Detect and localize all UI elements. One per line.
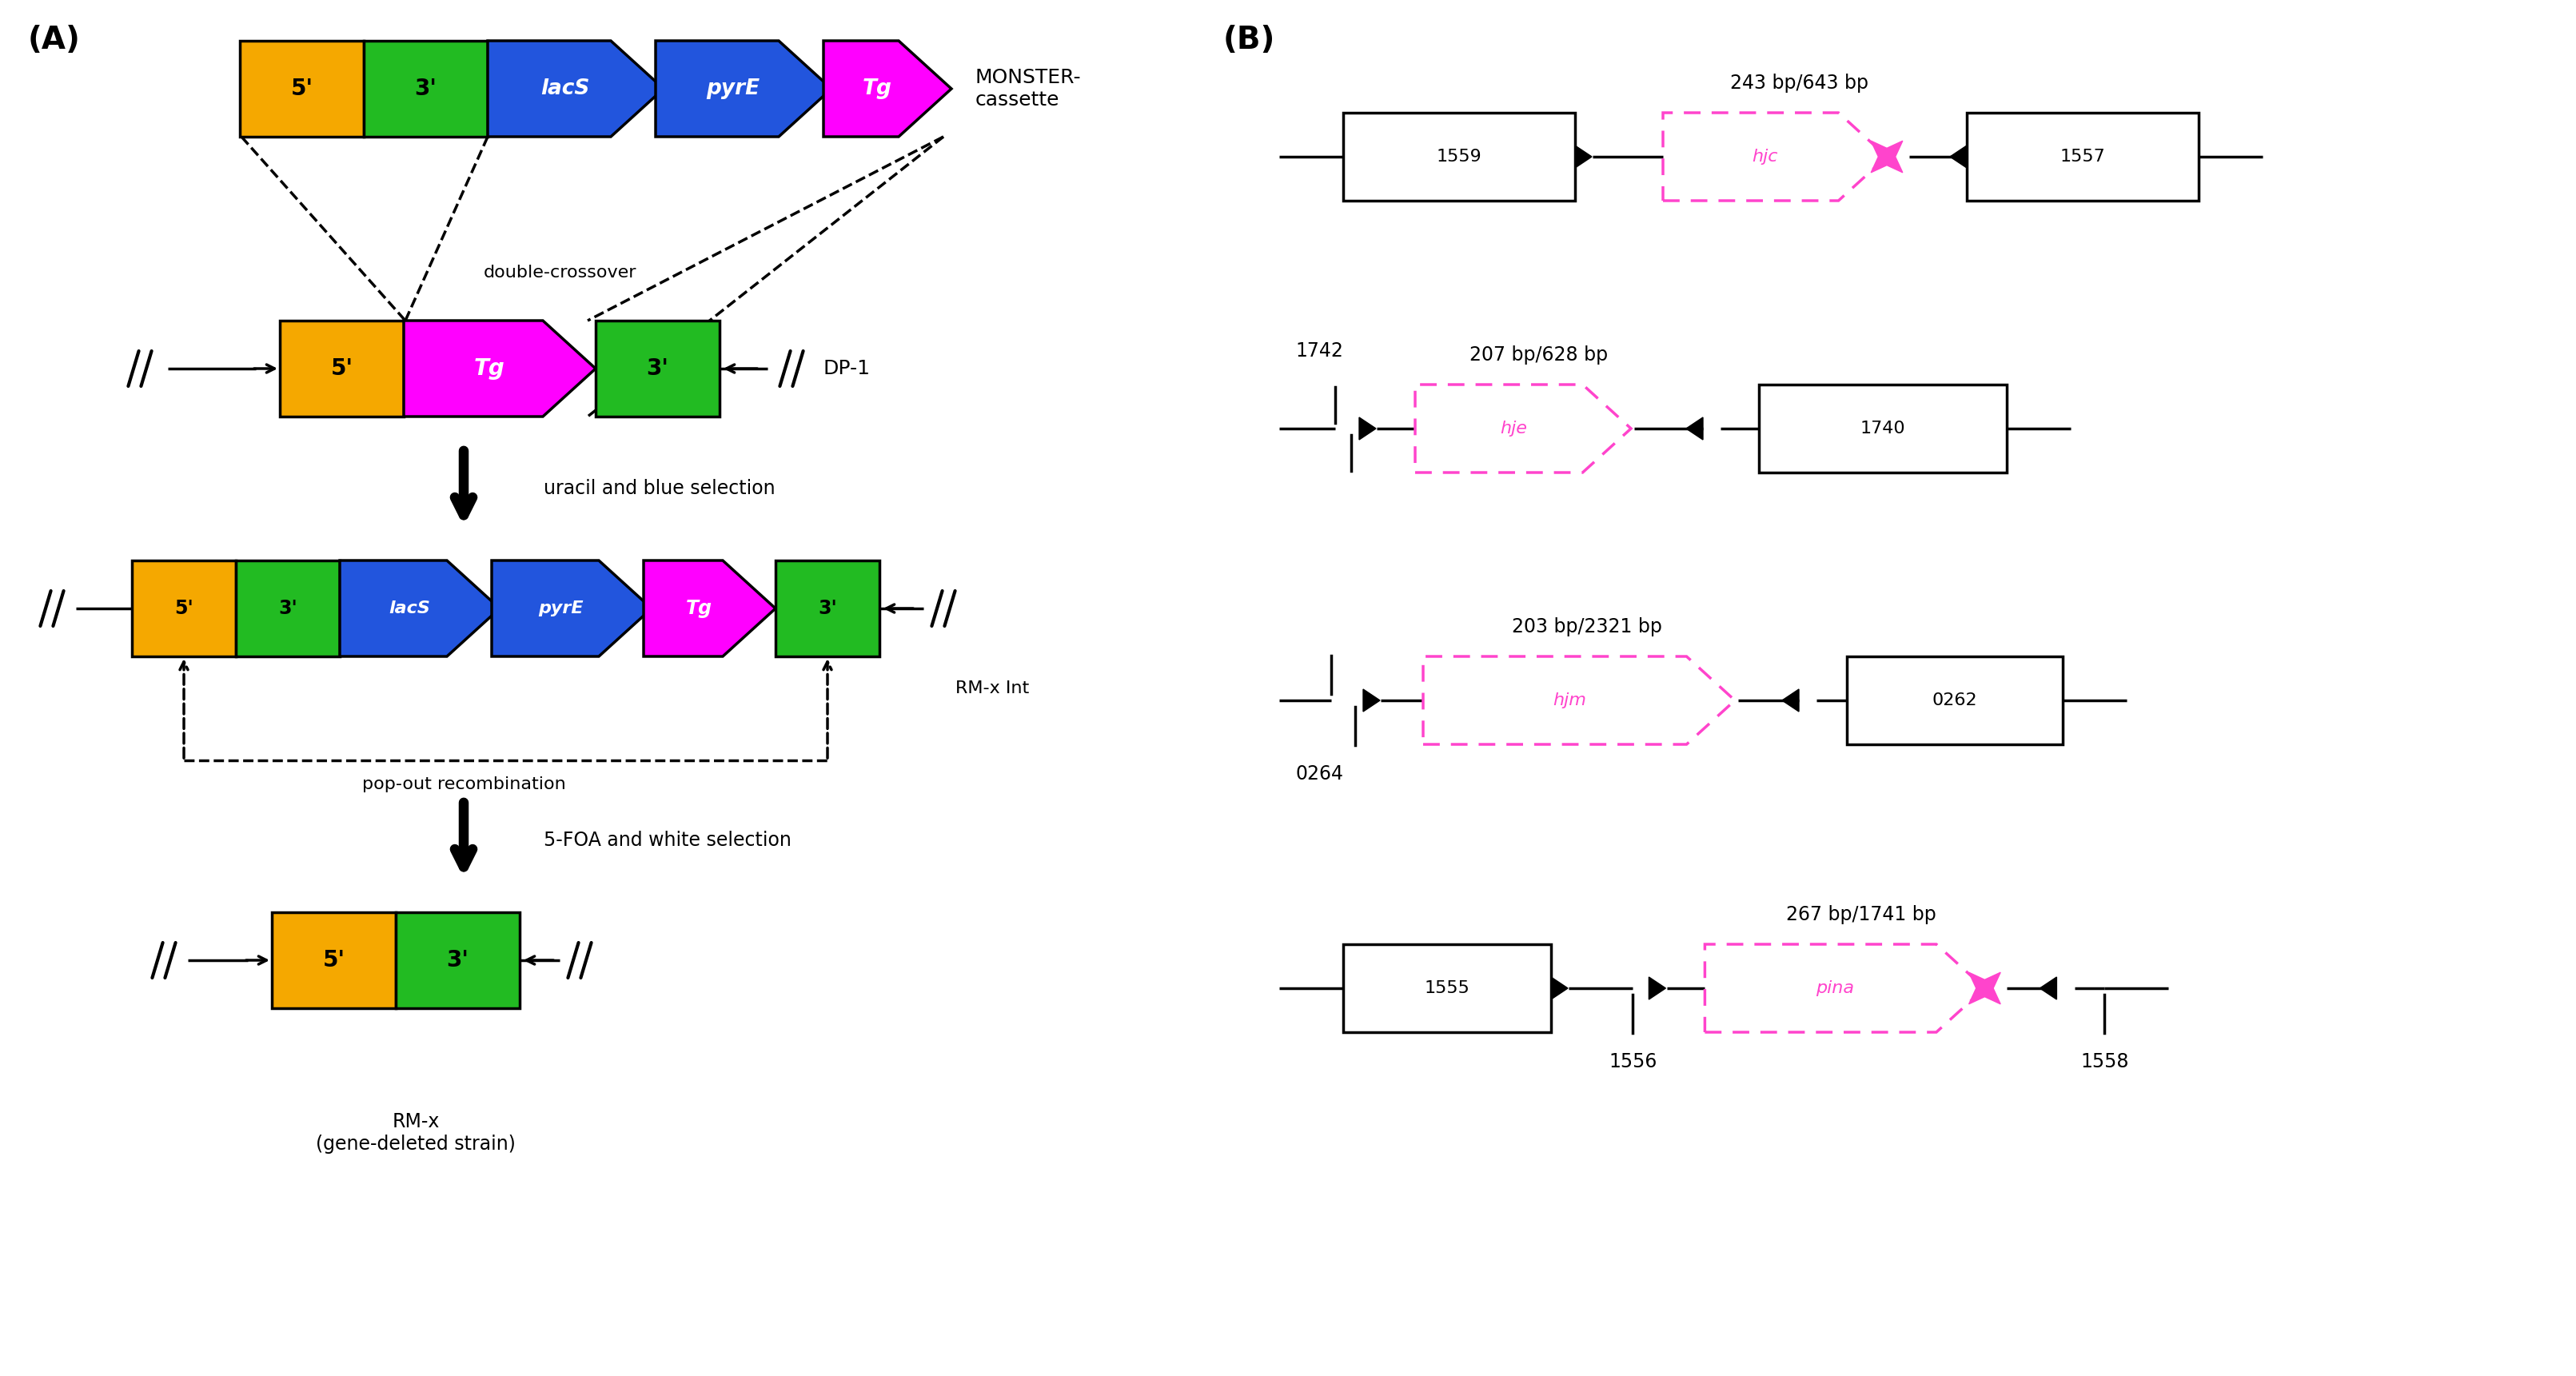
Text: hjc: hjc [1752, 149, 1777, 165]
Bar [775, 560, 878, 656]
Text: Tg: Tg [685, 599, 711, 618]
Text: 1557: 1557 [2061, 149, 2105, 165]
Polygon shape [824, 41, 951, 136]
Text: 5': 5' [330, 358, 353, 380]
Text: 3': 3' [647, 358, 670, 380]
Text: pyrE: pyrE [538, 600, 585, 616]
Text: pina: pina [1816, 980, 1855, 996]
Text: 3': 3' [415, 77, 438, 100]
Polygon shape [492, 560, 652, 656]
Bar [273, 912, 397, 1009]
Text: 3': 3' [278, 599, 296, 618]
Text: RM-x
(gene-deleted strain): RM-x (gene-deleted strain) [317, 1112, 515, 1153]
Polygon shape [1551, 977, 1569, 999]
Bar [281, 321, 404, 417]
Text: 0262: 0262 [1932, 692, 1978, 709]
Bar [237, 560, 340, 656]
Text: 1559: 1559 [1437, 149, 1481, 165]
Text: 203 bp/2321 bp: 203 bp/2321 bp [1512, 618, 1662, 637]
Text: RM-x Int: RM-x Int [956, 680, 1030, 696]
Bar [1759, 384, 2007, 472]
Text: (B): (B) [1224, 25, 1275, 55]
Text: 207 bp/628 bp: 207 bp/628 bp [1471, 345, 1607, 365]
Text: (A): (A) [28, 25, 80, 55]
Bar [363, 41, 487, 136]
Polygon shape [2040, 977, 2056, 999]
Bar [595, 321, 719, 417]
Bar [1342, 944, 1551, 1032]
Text: hjm: hjm [1553, 692, 1587, 709]
Text: 3': 3' [819, 599, 837, 618]
Polygon shape [1783, 689, 1798, 711]
Polygon shape [1950, 146, 1968, 168]
Text: 1555: 1555 [1425, 980, 1471, 996]
Text: hje: hje [1499, 421, 1528, 436]
Text: uracil and blue selection: uracil and blue selection [544, 479, 775, 498]
Text: DP-1: DP-1 [824, 359, 871, 378]
Text: 5': 5' [322, 949, 345, 971]
Text: Tg: Tg [863, 78, 891, 99]
Text: lacS: lacS [541, 78, 590, 99]
Polygon shape [487, 41, 665, 136]
Bar [1342, 113, 1574, 201]
Bar [1968, 113, 2200, 201]
Bar [397, 912, 520, 1009]
Polygon shape [1649, 977, 1667, 999]
Bar [1847, 656, 2063, 744]
Polygon shape [340, 560, 500, 656]
Text: pyrE: pyrE [706, 78, 760, 99]
Text: pop-out recombination: pop-out recombination [361, 776, 567, 793]
Text: 5': 5' [291, 77, 314, 100]
Text: 0264: 0264 [1296, 764, 1342, 783]
Bar [131, 560, 237, 656]
Text: Tg: Tg [474, 358, 505, 380]
Text: 1742: 1742 [1296, 341, 1342, 361]
Text: 1556: 1556 [1610, 1053, 1656, 1072]
Text: double-crossover: double-crossover [484, 264, 636, 281]
Text: 1558: 1558 [2081, 1053, 2128, 1072]
Polygon shape [1360, 417, 1376, 440]
Polygon shape [1870, 140, 1904, 172]
Polygon shape [1687, 417, 1703, 440]
Bar [240, 41, 363, 136]
Polygon shape [1363, 689, 1381, 711]
Polygon shape [644, 560, 775, 656]
Text: 5': 5' [175, 599, 193, 618]
Text: MONSTER-
cassette: MONSTER- cassette [976, 67, 1082, 110]
Polygon shape [1968, 973, 2002, 1004]
Polygon shape [657, 41, 832, 136]
Text: 5-FOA and white selection: 5-FOA and white selection [544, 831, 791, 850]
Text: 1740: 1740 [1860, 421, 1906, 436]
Text: lacS: lacS [389, 600, 430, 616]
Text: 3': 3' [446, 949, 469, 971]
Text: 243 bp/643 bp: 243 bp/643 bp [1728, 73, 1868, 92]
Text: 267 bp/1741 bp: 267 bp/1741 bp [1785, 905, 1935, 925]
Polygon shape [1574, 146, 1592, 168]
Polygon shape [404, 321, 595, 417]
